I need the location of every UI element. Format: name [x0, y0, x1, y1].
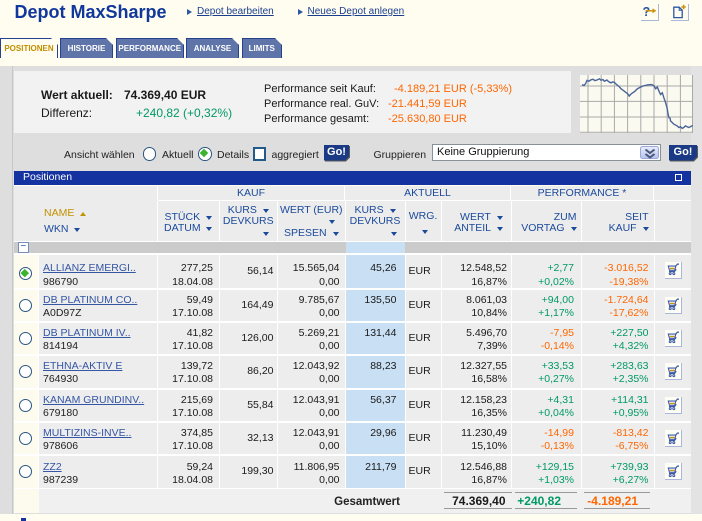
svg-text:?: ? [643, 5, 651, 19]
